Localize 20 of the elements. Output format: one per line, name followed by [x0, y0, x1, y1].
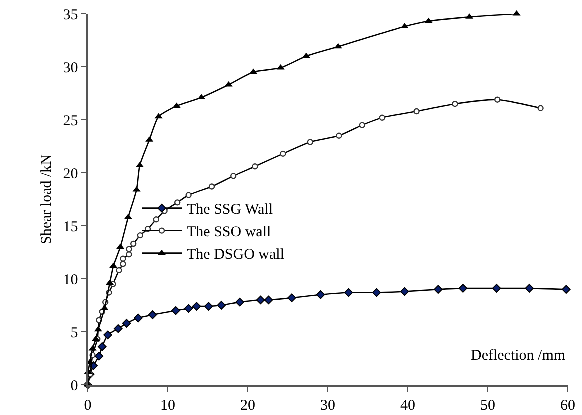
y-tick-label: 0: [70, 378, 78, 394]
x-tick-label: 40: [400, 398, 416, 414]
x-axis-title: Deflection /mm: [471, 348, 566, 364]
x-tick-label: 10: [160, 398, 176, 414]
y-tick-label: 5: [70, 325, 78, 342]
y-axis-title: Shear load /kN: [39, 154, 55, 244]
x-tick-label: 0: [84, 398, 92, 414]
x-tick-label: 60: [560, 398, 576, 414]
y-tick-label: 15: [63, 219, 78, 236]
x-tick-label: 30: [320, 398, 336, 414]
x-tick-label: 20: [240, 398, 256, 414]
legend-label: The DSGO wall: [187, 247, 284, 264]
legend-label: The SSO wall: [187, 224, 272, 241]
x-tick-label: 50: [480, 398, 496, 414]
legend-label: The SSG Wall: [187, 202, 274, 218]
y-tick-label: 10: [63, 272, 78, 288]
y-tick-label: 25: [63, 113, 78, 130]
y-tick-label: 30: [63, 60, 78, 76]
y-tick-label: 35: [63, 7, 78, 24]
y-tick-label: 20: [63, 166, 78, 182]
